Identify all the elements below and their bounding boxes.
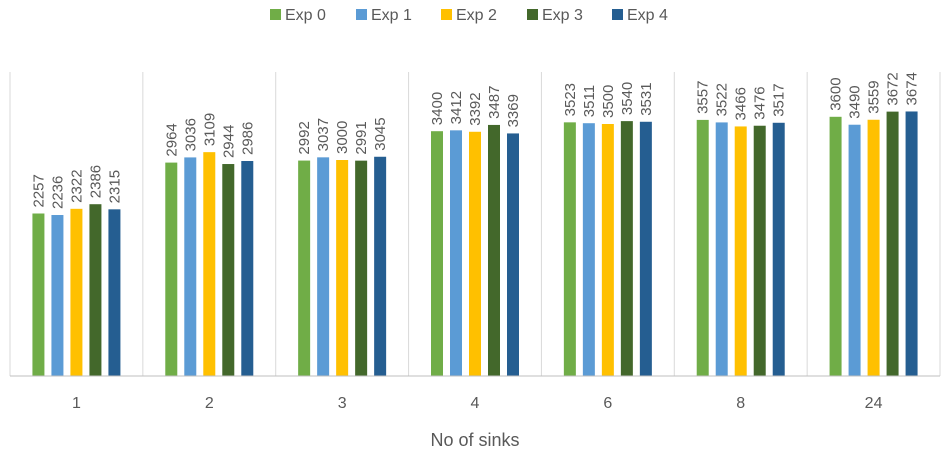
bar-exp-1-cat-8 [715, 122, 728, 376]
legend-swatch [441, 9, 452, 20]
x-tick-label: 6 [603, 395, 612, 412]
data-label: 3412 [448, 91, 465, 124]
data-label: 2386 [87, 165, 104, 198]
data-label: 3500 [600, 85, 617, 118]
data-label: 3476 [752, 86, 769, 119]
data-label: 2986 [239, 122, 256, 155]
bar-exp-2-cat-3 [336, 160, 349, 376]
bar-exp-1-cat-2 [184, 157, 197, 376]
data-label: 3487 [486, 86, 503, 119]
bar-exp-3-cat-8 [753, 125, 766, 376]
data-label: 2322 [68, 169, 85, 202]
legend: Exp 0 Exp 1 Exp 2 Exp 3 Exp 4 [270, 7, 668, 24]
bar-exp-3-cat-3 [355, 160, 368, 376]
bar-exp-3-cat-1 [89, 204, 102, 376]
data-label: 2944 [220, 125, 237, 158]
data-label: 2257 [30, 174, 47, 207]
data-label: 3522 [714, 83, 731, 116]
data-label: 2236 [49, 176, 66, 209]
bar-exp-2-cat-4 [469, 131, 481, 376]
x-tick-label: 2 [205, 395, 214, 412]
bar-exp-2-cat-1 [70, 208, 83, 376]
bar-exp-1-cat-1 [51, 215, 64, 376]
legend-swatch [356, 9, 367, 20]
bar-exp-0-cat-3 [298, 160, 311, 376]
data-label: 3036 [182, 118, 199, 151]
data-label: 3037 [315, 118, 332, 151]
x-tick-labels: 1 2 3 4 6 8 24 [72, 395, 883, 412]
data-label: 2992 [296, 121, 313, 154]
x-axis-title: No of sinks [430, 430, 519, 450]
bar-exp-4-cat-4 [507, 133, 519, 376]
legend-swatch [527, 9, 538, 20]
category-separators [9, 72, 941, 376]
x-tick-label: 3 [338, 395, 347, 412]
data-label: 2964 [163, 123, 180, 156]
x-tick-label: 4 [471, 395, 480, 412]
data-label: 3369 [505, 94, 522, 127]
bar-exp-0-cat-4 [431, 131, 443, 376]
bar-exp-2-cat-24 [867, 119, 880, 376]
bar-exp-0-cat-8 [696, 119, 709, 377]
bar-exp-2-cat-2 [203, 152, 216, 376]
bar-exp-4-cat-1 [108, 209, 121, 376]
bar-exp-4-cat-6 [639, 121, 652, 376]
bar-exp-3-cat-4 [488, 124, 500, 376]
bar-exp-0-cat-24 [829, 116, 842, 377]
bar-exp-1-cat-3 [317, 157, 330, 376]
data-label: 3672 [885, 72, 902, 105]
legend-label: Exp 3 [542, 7, 583, 24]
data-label: 3674 [904, 72, 921, 105]
bar-exp-0-cat-2 [165, 162, 178, 376]
bar-exp-3-cat-24 [886, 111, 899, 376]
bar-exp-1-cat-4 [450, 130, 462, 376]
bar-exp-3-cat-6 [620, 121, 633, 377]
bar-exp-1-cat-24 [848, 124, 861, 376]
data-label: 2315 [106, 170, 123, 203]
bar-exp-4-cat-3 [374, 156, 387, 376]
legend-swatch [612, 9, 623, 20]
data-label: 3540 [619, 82, 636, 115]
data-label: 3466 [733, 87, 750, 120]
legend-swatch [270, 9, 281, 20]
bar-exp-4-cat-8 [772, 122, 785, 376]
data-label: 3392 [467, 92, 484, 125]
data-label: 2991 [353, 121, 370, 154]
data-label: 3109 [201, 113, 218, 146]
x-tick-label: 24 [865, 395, 883, 412]
legend-label: Exp 2 [456, 7, 497, 24]
bar-exp-0-cat-1 [32, 213, 45, 376]
data-label: 3559 [866, 80, 883, 113]
bars [32, 111, 918, 377]
data-label: 3557 [695, 81, 712, 114]
bar-exp-0-cat-6 [563, 122, 576, 377]
x-tick-label: 1 [72, 395, 81, 412]
bar-exp-2-cat-6 [601, 124, 614, 376]
data-label: 3045 [372, 117, 389, 150]
legend-label: Exp 1 [371, 7, 412, 24]
data-label: 3600 [828, 77, 845, 110]
data-label: 3000 [334, 121, 351, 154]
legend-label: Exp 4 [627, 7, 668, 24]
bar-exp-2-cat-8 [734, 126, 747, 376]
bar-exp-1-cat-6 [582, 123, 595, 376]
data-label: 3531 [638, 82, 655, 115]
bar-exp-4-cat-24 [905, 111, 918, 377]
data-label: 3400 [429, 92, 446, 125]
bar-exp-3-cat-2 [222, 164, 235, 376]
data-label: 3511 [581, 85, 598, 117]
data-label: 3517 [771, 83, 788, 116]
data-label: 3523 [562, 83, 579, 116]
x-tick-label: 8 [736, 395, 745, 412]
data-label: 3490 [847, 85, 864, 118]
data-labels: 2257 2236 2322 2386 2315 2964 3036 3109 2944 2986… [30, 72, 920, 209]
bar-exp-4-cat-2 [241, 161, 254, 376]
legend-label: Exp 0 [285, 7, 326, 24]
